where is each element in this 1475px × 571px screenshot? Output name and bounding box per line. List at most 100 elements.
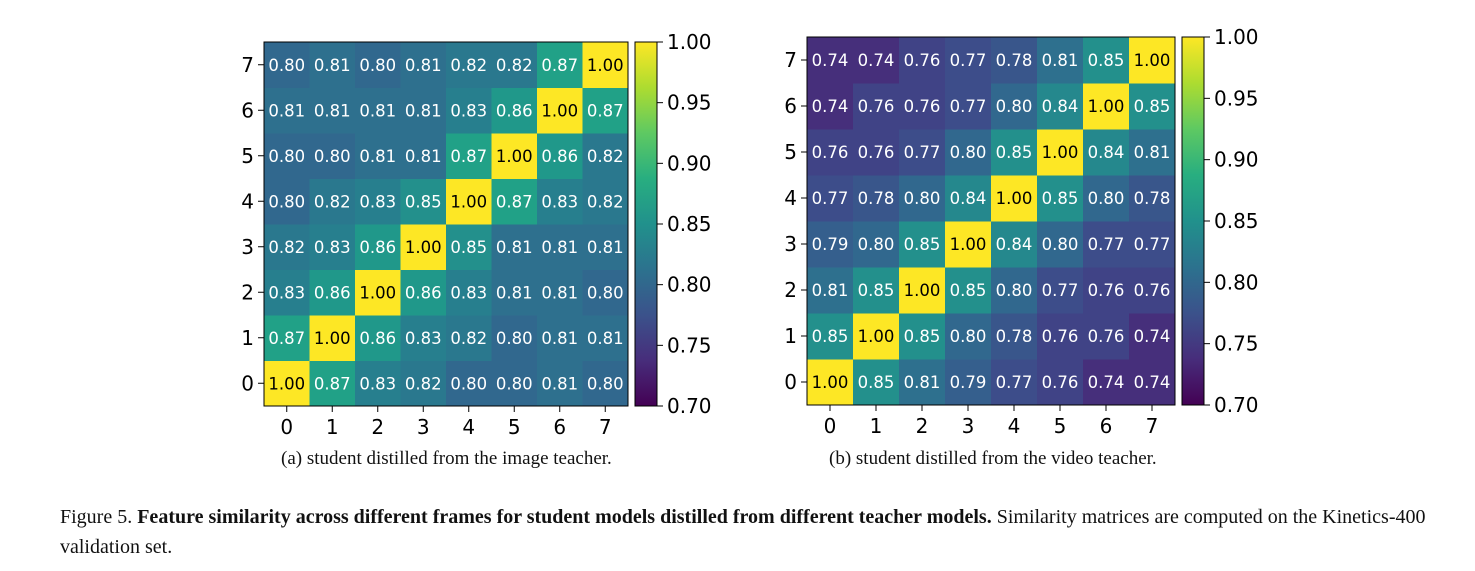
colorbar [1181, 36, 1205, 406]
heatmap-cell [491, 224, 538, 270]
heatmap-cell [400, 224, 447, 270]
heatmap-cell [264, 133, 310, 179]
heatmap-cell-label: 1.00 [996, 189, 1033, 208]
heatmap-cell [1129, 83, 1176, 130]
heatmap-cell [807, 221, 854, 268]
subcaption-b: (b) student distilled from the video tea… [829, 448, 1157, 469]
heatmap-cell [807, 313, 854, 360]
heatmap-cell [853, 267, 900, 314]
heatmap-cell [537, 360, 583, 407]
heatmap-cell [1083, 83, 1130, 130]
colorbar-tick-label: 0.85 [667, 212, 712, 236]
heatmap-cell [446, 224, 492, 270]
heatmap-cell-label: 0.81 [405, 147, 442, 166]
heatmap-cell-label: 0.86 [405, 283, 442, 302]
heatmap-cell [537, 269, 583, 316]
heatmap-cell-label: 0.80 [268, 192, 305, 211]
heatmap-cell-label: 0.76 [1088, 327, 1125, 346]
heatmap-cell-label: 0.85 [904, 327, 941, 346]
x-tick-label: 6 [553, 415, 566, 439]
x-tick-label: 5 [508, 415, 521, 439]
heatmap-cell [1037, 267, 1084, 314]
heatmap-cell [491, 360, 538, 407]
heatmap-cell-label: 0.77 [904, 143, 941, 162]
heatmap-cell [309, 269, 356, 316]
heatmap-cell [853, 175, 900, 222]
heatmap-cell [582, 87, 629, 134]
heatmap-cell-label: 0.74 [812, 97, 849, 116]
colorbar-tick-label: 0.95 [667, 91, 712, 115]
colorbar-tick-label: 0.70 [1214, 393, 1259, 417]
heatmap-cell [945, 313, 992, 360]
heatmap-cell [1129, 267, 1176, 314]
heatmap-cell [1083, 359, 1130, 406]
heatmap-cell-label: 0.81 [314, 101, 351, 120]
heatmap-cell [899, 37, 946, 84]
colorbar [634, 41, 658, 407]
heatmap-cell-label: 1.00 [541, 101, 578, 120]
heatmap-cell-label: 0.81 [405, 101, 442, 120]
heatmap-cell-label: 1.00 [950, 235, 987, 254]
heatmap-cell-label: 0.82 [587, 192, 624, 211]
heatmap-cell-label: 0.79 [950, 373, 987, 392]
heatmap-cell [899, 175, 946, 222]
x-tick-label: 2 [916, 414, 929, 438]
colorbar-tick-label: 0.75 [667, 333, 712, 357]
heatmap-cell-label: 0.83 [314, 238, 351, 257]
heatmap-cell-label: 0.84 [950, 189, 987, 208]
heatmap-cell-label: 0.87 [450, 147, 487, 166]
heatmap-cells [807, 37, 1176, 406]
heatmap-cell [899, 313, 946, 360]
heatmap-cell [264, 224, 310, 270]
heatmap-cell-label: 0.80 [496, 329, 533, 348]
heatmap-cell-label: 0.77 [1134, 235, 1171, 254]
heatmap-cell-label: 0.85 [450, 238, 487, 257]
colorbar-tick-label: 1.00 [667, 30, 712, 54]
heatmap-cell-label: 0.76 [1042, 373, 1079, 392]
heatmap-cell-label: 0.76 [858, 97, 895, 116]
heatmap-cell-label: 1.00 [904, 281, 941, 300]
x-tick-label: 2 [371, 415, 384, 439]
heatmap-cell [446, 315, 492, 361]
heatmap-cell-labels: 1.00 0.85 0.81 0.79 0.77 0.76 0.74 0.74 0.85 1.00… [812, 51, 1171, 392]
heatmap-cell-label: 0.78 [1134, 189, 1171, 208]
heatmap-cell [309, 133, 356, 179]
heatmap-cell [1083, 37, 1130, 84]
heatmap-cell-label: 0.85 [812, 327, 849, 346]
heatmap-cell-label: 0.81 [496, 238, 533, 257]
heatmap-cell [853, 313, 900, 360]
heatmap-cell [355, 224, 401, 270]
figure-title: Feature similarity across different fram… [137, 506, 992, 528]
heatmap-cell [582, 178, 629, 225]
heatmap-cell [853, 359, 900, 406]
heatmap-cell-label: 0.83 [541, 192, 578, 211]
y-tick-label: 1 [784, 324, 797, 348]
heatmap-cell [264, 178, 310, 225]
heatmap-cell-label: 0.80 [587, 374, 624, 393]
heatmap-cell [991, 129, 1038, 176]
heatmap-cell-label: 1.00 [587, 56, 624, 75]
heatmap-cell [491, 42, 538, 88]
heatmap-cell [582, 315, 629, 361]
heatmap-cell-label: 0.82 [314, 192, 351, 211]
heatmap-cell [1083, 267, 1130, 314]
heatmap-cell [945, 37, 992, 84]
heatmap-cell-label: 0.80 [996, 97, 1033, 116]
y-tick-label: 0 [241, 371, 254, 395]
heatmap-cell [446, 178, 492, 225]
heatmap-cell [899, 359, 946, 406]
heatmap-cell-label: 0.85 [950, 281, 987, 300]
heatmap-cell-label: 0.77 [1088, 235, 1125, 254]
heatmap-cell [1037, 129, 1084, 176]
heatmap-cells [264, 42, 629, 407]
heatmap-cell [1037, 359, 1084, 406]
heatmap-cell-label: 0.87 [496, 192, 533, 211]
heatmap-cell [1129, 175, 1176, 222]
heatmap-cell [491, 178, 538, 225]
heatmap-cell [355, 87, 401, 134]
heatmap-cell-label: 0.86 [359, 238, 396, 257]
heatmap-cell [355, 315, 401, 361]
heatmap-cell [400, 315, 447, 361]
heatmap-cell-label: 0.81 [359, 101, 396, 120]
heatmap-cell-label: 0.85 [1134, 97, 1171, 116]
